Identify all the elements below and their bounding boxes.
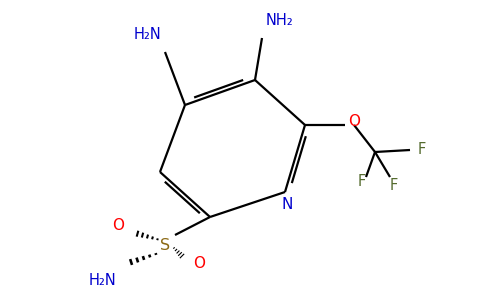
- Text: NH₂: NH₂: [266, 13, 294, 28]
- Text: H₂N: H₂N: [133, 27, 161, 42]
- Text: N: N: [281, 197, 293, 212]
- Text: F: F: [358, 175, 366, 190]
- Text: F: F: [390, 178, 398, 193]
- Text: F: F: [418, 142, 426, 158]
- Text: O: O: [193, 256, 205, 272]
- Text: O: O: [348, 113, 360, 128]
- Text: S: S: [160, 238, 170, 253]
- Text: O: O: [112, 218, 124, 233]
- Text: H₂N: H₂N: [88, 273, 116, 288]
